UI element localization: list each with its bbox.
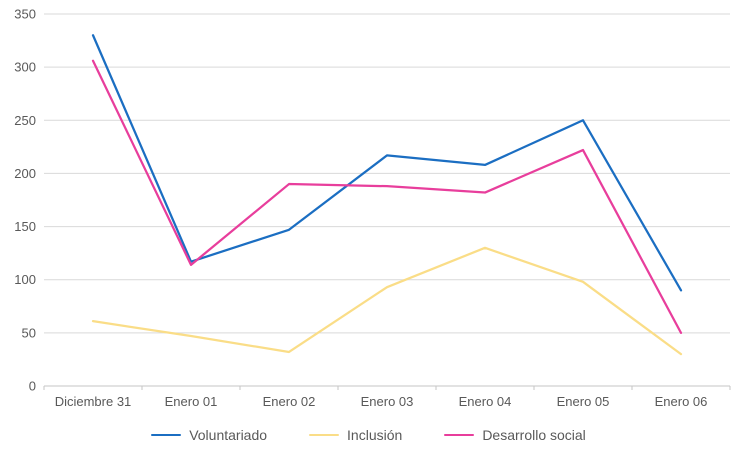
y-axis-tick-label: 300 (14, 60, 36, 75)
series-line-voluntariado (91, 34, 683, 292)
y-axis-tick-label: 100 (14, 272, 36, 287)
legend-item-voluntariado[interactable]: Voluntariado (151, 428, 267, 442)
legend-line-marker (309, 433, 340, 437)
x-axis-category-label: Enero 02 (263, 394, 316, 409)
series-lines (91, 34, 683, 356)
y-axis-tick-label: 250 (14, 113, 36, 128)
y-axis-tick-label: 150 (14, 219, 36, 234)
y-axis-tick-label: 0 (29, 379, 36, 394)
series-line-desarrollo-social (91, 59, 683, 334)
y-axis-labels: 0 50 100 150 200 250 300 350 (14, 7, 36, 394)
legend-label: Desarrollo social (482, 427, 586, 443)
legend-label: Voluntariado (189, 427, 268, 443)
x-axis-labels: Diciembre 31 Enero 01 Enero 02 Enero 03 Ener… (55, 394, 708, 409)
x-axis-category-label: Enero 04 (459, 394, 512, 409)
x-axis-category-label: Enero 01 (165, 394, 218, 409)
legend-item-inclusi-n[interactable]: Inclusión (309, 428, 402, 442)
series-line-inclusi-n (91, 246, 683, 356)
y-axis-tick-label: 50 (22, 325, 36, 340)
x-axis-category-label: Enero 05 (557, 394, 610, 409)
line-chart-plot: 0 50 100 150 200 250 300 350 Diciembre 31 Enero … (14, 7, 731, 409)
x-axis-category-label: Enero 06 (655, 394, 708, 409)
chart-legend: Voluntariado Inclusión Desarrollo social (0, 428, 737, 442)
y-axis-tick-label: 200 (14, 166, 36, 181)
x-axis-category-label: Enero 03 (361, 394, 414, 409)
legend-line-marker (151, 433, 182, 437)
x-axis-category-label: Diciembre 31 (55, 394, 132, 409)
legend-item-desarrollo-social[interactable]: Desarrollo social (444, 427, 586, 443)
x-axis (43, 386, 731, 390)
legend-label: Inclusión (347, 427, 403, 443)
gridlines (44, 13, 730, 387)
legend-line-marker (444, 433, 475, 437)
y-axis-tick-label: 350 (14, 7, 36, 22)
